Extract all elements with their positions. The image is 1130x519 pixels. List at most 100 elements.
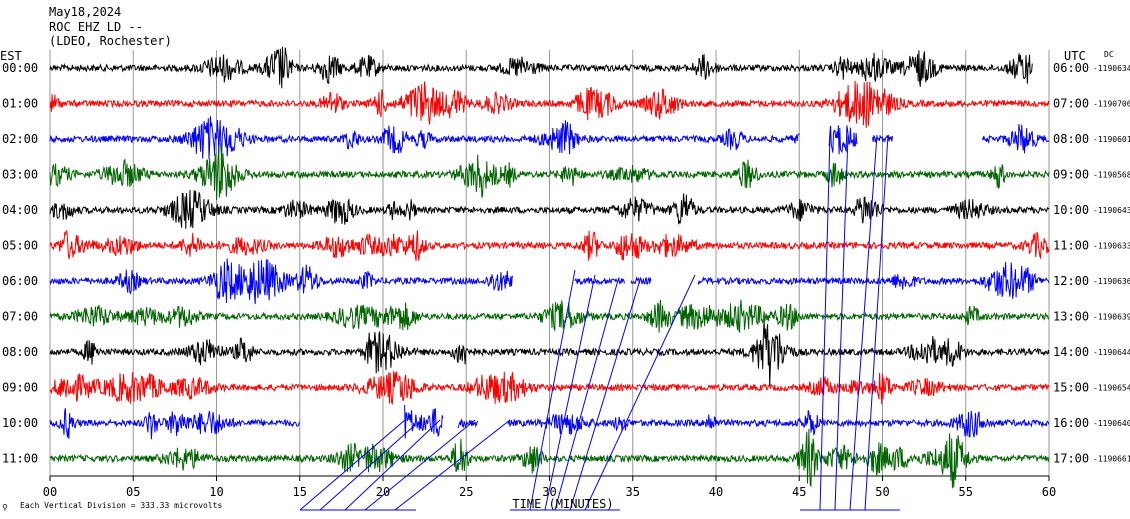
x-tick-label: 55 [959, 485, 973, 499]
trace-segment [981, 123, 1050, 154]
utc-hour-label: 12:00 [1053, 274, 1089, 288]
x-tick-label: 40 [709, 485, 723, 499]
est-hour-label: 09:00 [2, 381, 38, 395]
trace-segment [49, 116, 800, 160]
utc-hour-label: 16:00 [1053, 416, 1089, 430]
x-tick-labels: 00 05 10 15 20 25 30 35 40 45 50 55 60 [43, 476, 1056, 499]
utc-hour-label: 11:00 [1053, 239, 1089, 253]
trace-segment [49, 299, 1050, 333]
glitch-line [319, 424, 416, 511]
glitch-line [864, 134, 889, 511]
glitch-line [569, 279, 641, 511]
glitch-line [554, 279, 619, 511]
est-zone-label: EST [0, 49, 22, 63]
est-hour-label: 06:00 [2, 274, 38, 288]
trace-segment [49, 229, 1050, 261]
dc-offset-label: -1190643 [1093, 206, 1130, 215]
glitch-line [394, 419, 511, 511]
est-hour-label: 04:00 [2, 203, 38, 217]
x-tick-label: 45 [792, 485, 806, 499]
dc-label: DC [1104, 50, 1114, 59]
x-tick-label: 25 [459, 485, 473, 499]
dc-offset-label: -1190601 [1093, 135, 1130, 144]
est-hour-label: 10:00 [2, 416, 38, 430]
utc-hour-label: 17:00 [1053, 452, 1089, 466]
x-tick-label: 35 [626, 485, 640, 499]
dc-offset-label: -1190654 [1093, 384, 1130, 393]
trace-segment [49, 46, 1033, 89]
utc-hour-label: 06:00 [1053, 61, 1089, 75]
trace-segment [630, 275, 652, 285]
trace-segment [49, 370, 1050, 406]
utc-hour-label: 15:00 [1053, 381, 1089, 395]
x-tick-label: 20 [376, 485, 390, 499]
glitch-line [584, 274, 696, 511]
trace-segment [49, 258, 514, 305]
x-tick-label: 50 [875, 485, 889, 499]
est-labels: 00:00 01:00 02:00 03:00 04:00 05:00 06:00 07:00… [2, 61, 38, 466]
scale-icon: ⚲ [2, 503, 8, 512]
x-tick-label: 30 [542, 485, 556, 499]
utc-hour-label: 14:00 [1053, 345, 1089, 359]
glitch-line [364, 419, 476, 511]
x-axis-label: TIME (MINUTES) [512, 497, 613, 511]
trace-segment [872, 134, 893, 144]
est-hour-label: 01:00 [2, 97, 38, 111]
dc-offset-label: -1190661 [1093, 455, 1130, 464]
x-tick-label: 00 [43, 485, 57, 499]
glitch-lines [299, 134, 900, 511]
utc-zone-label: UTC [1064, 49, 1086, 63]
dc-offset-label: -1190633 [1093, 242, 1130, 251]
x-tick-label: 10 [209, 485, 223, 499]
est-hour-label: 08:00 [2, 345, 38, 359]
est-hour-label: 02:00 [2, 132, 38, 146]
utc-hour-label: 07:00 [1053, 97, 1089, 111]
dc-offset-label: -1190640 [1093, 419, 1130, 428]
chart-date: May18,2024 [49, 5, 122, 19]
x-tick-label: 15 [293, 485, 307, 499]
dc-offset-label: -1190639 [1093, 313, 1130, 322]
trace-segment [49, 189, 1050, 229]
x-tick-label: 60 [1042, 485, 1056, 499]
scale-note: Each Vertical Division = 333.33 microvol… [20, 501, 222, 510]
glitch-line [849, 134, 878, 511]
station-network: (LDEO, Rochester) [49, 34, 172, 48]
dc-offset-label: -1190706 [1093, 100, 1130, 109]
x-tick-label: 05 [126, 485, 140, 499]
trace-segment [457, 418, 479, 429]
utc-labels: 06:00 -1190634 07:00 -1190706 08:00 -1190601 0… [1053, 61, 1130, 466]
glitch-line [819, 134, 831, 511]
trace-segment [697, 261, 1050, 299]
utc-hour-label: 10:00 [1053, 203, 1089, 217]
utc-hour-label: 13:00 [1053, 310, 1089, 324]
est-hour-label: 11:00 [2, 452, 38, 466]
trace-segment [404, 404, 444, 439]
dc-offset-label: -1190634 [1093, 64, 1130, 73]
trace-group [49, 46, 1050, 489]
trace-segment [49, 145, 1050, 201]
glitch-line [544, 274, 596, 511]
utc-hour-label: 09:00 [1053, 168, 1089, 182]
trace-segment [49, 80, 1050, 128]
dc-offset-label: -1190644 [1093, 348, 1130, 357]
trace-segment [507, 410, 1050, 438]
station-code: ROC EHZ LD -- [49, 20, 143, 34]
trace-segment [828, 125, 858, 155]
est-hour-label: 00:00 [2, 61, 38, 75]
est-hour-label: 03:00 [2, 168, 38, 182]
utc-hour-label: 08:00 [1053, 132, 1089, 146]
trace-segment [574, 276, 625, 286]
glitch-line [529, 269, 576, 511]
est-hour-label: 07:00 [2, 310, 38, 324]
glitch-line [299, 419, 406, 511]
grid-lines [49, 50, 1050, 477]
glitch-line [344, 419, 441, 511]
trace-segment [49, 320, 1050, 387]
trace-segment [49, 428, 1050, 489]
dc-offset-label: -1190636 [1093, 277, 1130, 286]
trace-segment [49, 408, 301, 440]
est-hour-label: 05:00 [2, 239, 38, 253]
dc-offset-label: -1190568 [1093, 171, 1130, 180]
glitch-line [834, 134, 849, 511]
